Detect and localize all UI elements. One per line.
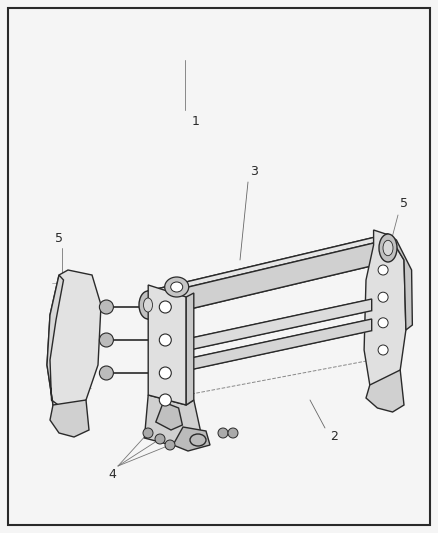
Polygon shape <box>389 235 412 330</box>
Circle shape <box>218 428 228 438</box>
Polygon shape <box>186 293 194 405</box>
Circle shape <box>159 394 171 406</box>
Circle shape <box>159 301 171 313</box>
Circle shape <box>378 292 388 302</box>
Polygon shape <box>173 427 210 451</box>
Circle shape <box>378 318 388 328</box>
Text: 2: 2 <box>330 430 338 443</box>
Circle shape <box>159 334 171 346</box>
Text: 1: 1 <box>192 115 200 128</box>
Polygon shape <box>47 270 101 415</box>
Polygon shape <box>47 275 68 415</box>
Circle shape <box>99 333 113 347</box>
Ellipse shape <box>383 240 393 256</box>
Ellipse shape <box>139 291 157 319</box>
Ellipse shape <box>379 234 397 262</box>
Circle shape <box>155 434 165 444</box>
Circle shape <box>99 366 113 380</box>
Ellipse shape <box>144 298 152 312</box>
Polygon shape <box>50 400 89 437</box>
Polygon shape <box>148 240 388 319</box>
Text: 4: 4 <box>108 468 116 481</box>
Circle shape <box>165 440 175 450</box>
Polygon shape <box>186 319 372 370</box>
Circle shape <box>378 345 388 355</box>
Circle shape <box>99 300 113 314</box>
Circle shape <box>159 367 171 379</box>
Polygon shape <box>364 230 406 390</box>
Ellipse shape <box>165 277 189 297</box>
Circle shape <box>228 428 238 438</box>
Polygon shape <box>366 370 404 412</box>
Polygon shape <box>145 395 201 445</box>
Polygon shape <box>148 285 186 405</box>
Polygon shape <box>148 234 388 296</box>
Text: 5: 5 <box>400 197 408 210</box>
Circle shape <box>143 428 153 438</box>
Circle shape <box>378 265 388 275</box>
Ellipse shape <box>171 282 183 292</box>
Polygon shape <box>156 402 182 430</box>
Text: 3: 3 <box>250 165 258 178</box>
Polygon shape <box>186 299 372 351</box>
Text: 5: 5 <box>55 232 63 245</box>
